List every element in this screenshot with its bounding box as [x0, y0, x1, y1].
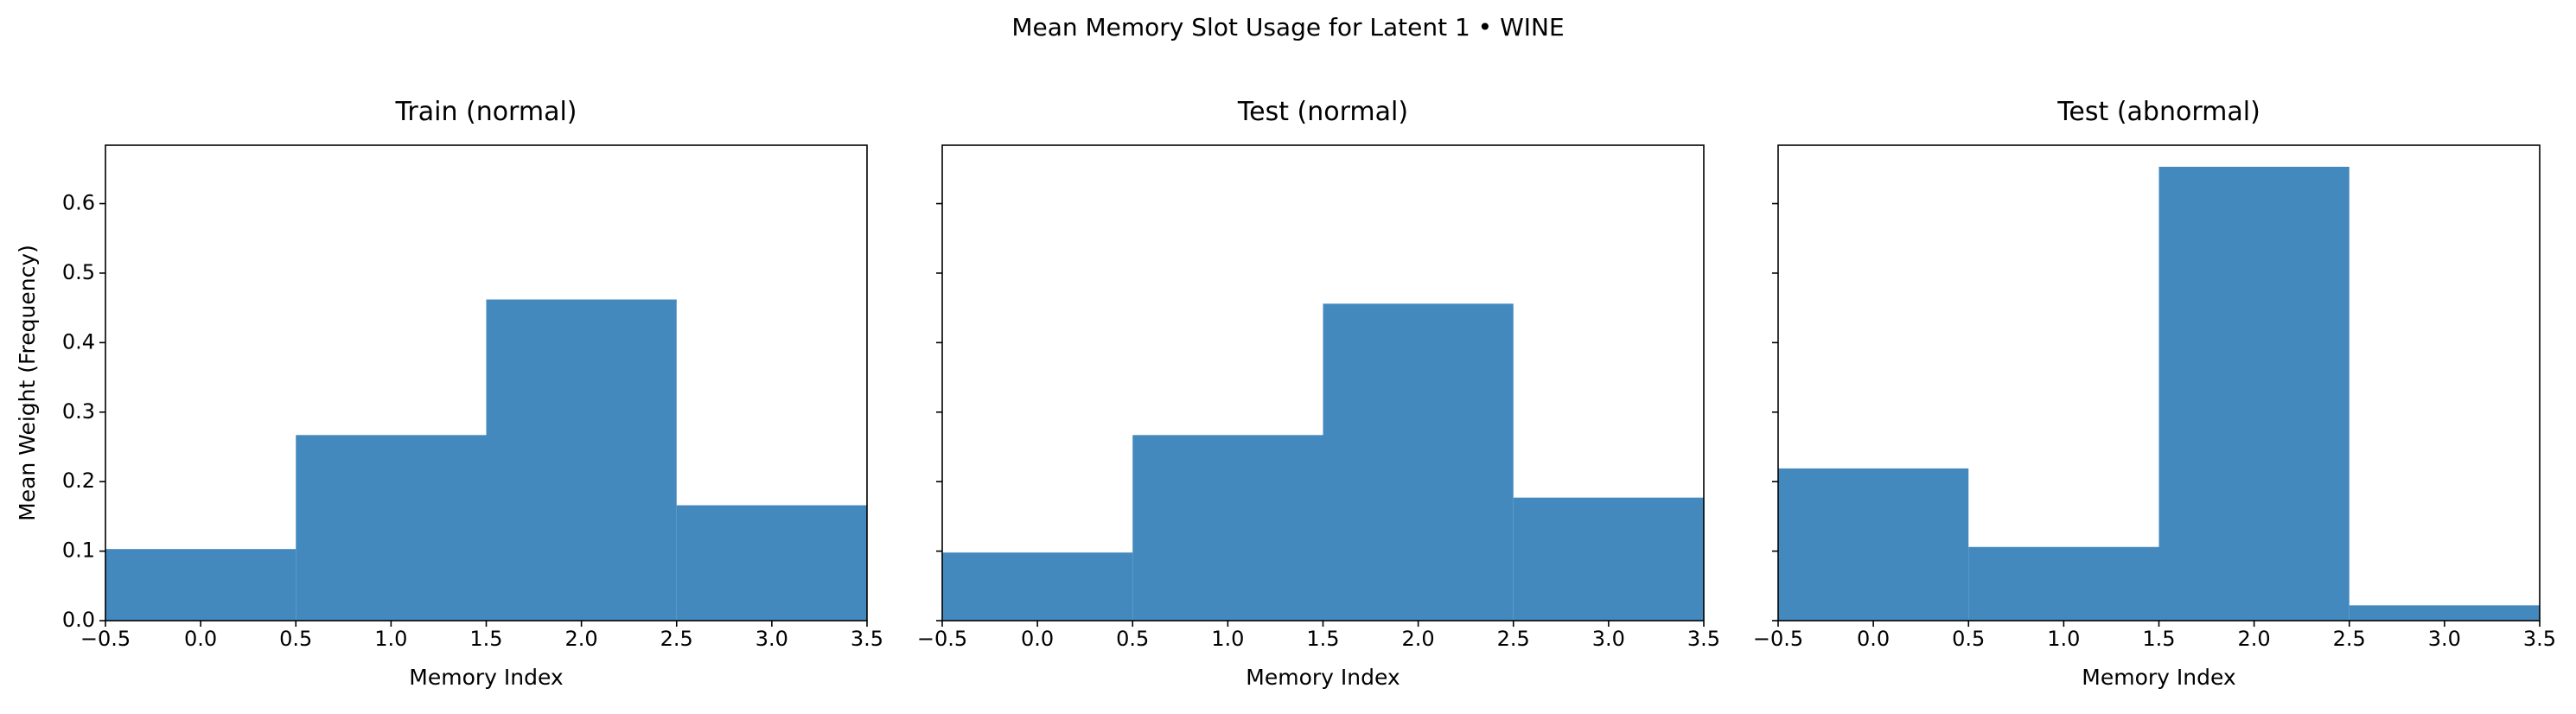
- bar-0: [105, 549, 296, 621]
- x-tick-label: 1.0: [2047, 627, 2080, 651]
- bar-1: [1132, 435, 1323, 621]
- y-tick-label: 0.0: [62, 608, 95, 632]
- bar-3: [1513, 497, 1704, 621]
- x-tick-label: 1.0: [1211, 627, 1244, 651]
- y-tick-label: 0.3: [62, 399, 95, 424]
- x-tick-label: 2.0: [2238, 627, 2271, 651]
- x-tick-label: −0.5: [917, 627, 967, 651]
- bar-2: [486, 299, 677, 621]
- x-tick-label: 1.0: [374, 627, 407, 651]
- x-tick-label: 3.0: [756, 627, 788, 651]
- y-tick-label: 0.4: [62, 329, 95, 354]
- panel-title: Train (normal): [394, 97, 577, 127]
- x-axis-label: Memory Index: [2082, 665, 2235, 690]
- x-tick-label: 3.0: [2428, 627, 2461, 651]
- y-axis-label: Mean Weight (Frequency): [15, 245, 40, 521]
- x-tick-label: 2.0: [565, 627, 598, 651]
- x-tick-label: −0.5: [1753, 627, 1803, 651]
- panel-title: Test (normal): [1237, 97, 1408, 127]
- x-tick-label: 1.5: [469, 627, 502, 651]
- x-axis-label: Memory Index: [409, 665, 563, 690]
- x-tick-label: 0.0: [1021, 627, 1054, 651]
- x-tick-label: 2.5: [660, 627, 693, 651]
- y-tick-label: 0.6: [62, 191, 95, 215]
- x-tick-label: 0.0: [184, 627, 217, 651]
- x-tick-label: 1.5: [2142, 627, 2175, 651]
- x-tick-label: 1.5: [1306, 627, 1339, 651]
- x-axis-label: Memory Index: [1246, 665, 1400, 690]
- bar-2: [1323, 303, 1514, 621]
- panel-2: −0.5 0.0 0.5 1.0 1.5 2.0 2.5 3.0 3.5 Test (normal…: [917, 97, 1720, 690]
- x-tick-label: −0.5: [80, 627, 131, 651]
- bar-2: [2158, 166, 2350, 622]
- x-tick-label: 3.5: [2523, 627, 2556, 651]
- y-tick-label: 0.2: [62, 469, 95, 493]
- x-tick-label: 2.5: [2333, 627, 2366, 651]
- panel-title: Test (abnormal): [2056, 97, 2260, 127]
- x-tick-label: 0.0: [1857, 627, 1890, 651]
- bar-1: [296, 435, 487, 621]
- x-tick-label: 3.0: [1592, 627, 1625, 651]
- panel-1: −0.5 0.0 0.5 1.0 1.5 2.0 2.5 3.0 3.50.00.10.20.3…: [15, 97, 883, 690]
- x-tick-label: 2.5: [1497, 627, 1530, 651]
- y-tick-label: 0.5: [62, 260, 95, 284]
- bar-0: [942, 552, 1133, 621]
- figure-suptitle: Mean Memory Slot Usage for Latent 1 • WI…: [1011, 13, 1564, 41]
- bar-3: [676, 505, 867, 621]
- bar-3: [2349, 605, 2540, 621]
- x-tick-label: 0.5: [1952, 627, 1985, 651]
- x-tick-label: 2.0: [1402, 627, 1435, 651]
- x-tick-label: 0.5: [279, 627, 312, 651]
- bar-0: [1778, 468, 1969, 621]
- x-tick-label: 3.5: [851, 627, 883, 651]
- panel-3: −0.5 0.0 0.5 1.0 1.5 2.0 2.5 3.0 3.5 Test (abnorm…: [1753, 97, 2556, 690]
- x-tick-label: 0.5: [1116, 627, 1149, 651]
- bar-1: [1968, 546, 2159, 621]
- x-tick-label: 3.5: [1687, 627, 1720, 651]
- y-tick-label: 0.1: [62, 539, 95, 563]
